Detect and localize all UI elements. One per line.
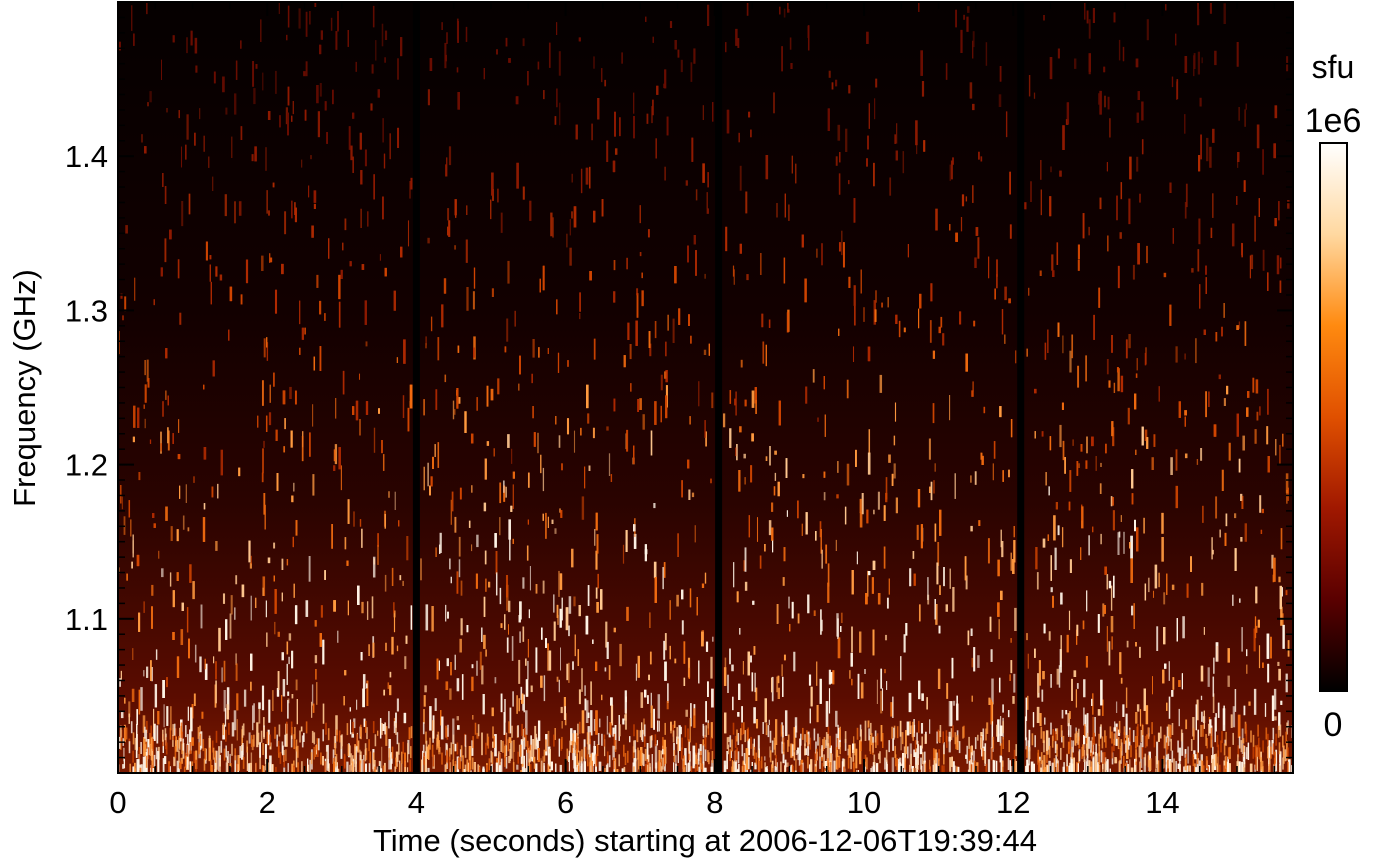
spectrogram-spikes (118, 2, 1293, 773)
spectrogram-background (118, 2, 1293, 773)
spectrogram-plot-area (117, 1, 1294, 774)
